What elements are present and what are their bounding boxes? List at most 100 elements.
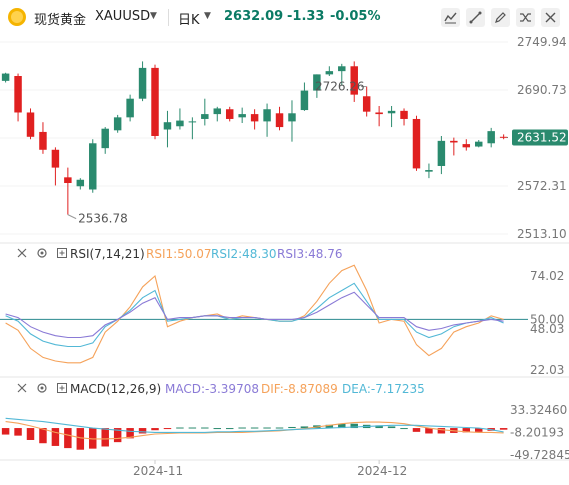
close-icon[interactable] bbox=[16, 247, 28, 259]
price-change-percent: -0.05% bbox=[330, 9, 381, 24]
candle-body bbox=[375, 112, 383, 115]
macd-histogram-bar bbox=[213, 428, 222, 430]
macd-histogram-bar bbox=[288, 426, 296, 429]
macd-histogram-bar bbox=[126, 428, 134, 439]
rsi-axis-tick-label: 50.00 bbox=[530, 312, 564, 326]
rsi3-value: RSI3:48.76 bbox=[277, 247, 343, 261]
rsi-header: RSI(7,14,21) RSI1:50.07 RSI2:48.30 RSI3:… bbox=[0, 247, 400, 263]
macd-histogram-bar bbox=[387, 426, 396, 429]
macd-histogram-bar bbox=[325, 424, 334, 429]
macd-histogram-bar bbox=[475, 428, 483, 432]
macd-axis-tick-label: -49.72845 bbox=[510, 448, 569, 462]
candle-body bbox=[325, 71, 334, 75]
macd-name: MACD(12,26,9) bbox=[70, 382, 162, 396]
candle-body bbox=[1, 73, 10, 81]
macd-histogram-bar bbox=[39, 428, 47, 444]
candle-body bbox=[475, 141, 483, 147]
high-annotation-label: 2726.26 bbox=[315, 80, 365, 94]
close-icon[interactable] bbox=[16, 382, 28, 394]
candle-body bbox=[188, 121, 197, 123]
x-axis-tick-label: 2024-12 bbox=[357, 464, 407, 478]
rsi-series-line-rsi3 bbox=[5, 291, 504, 339]
candle-body bbox=[499, 136, 508, 138]
macd-histogram-bar bbox=[338, 423, 346, 429]
close-icon bbox=[545, 12, 556, 23]
macd-histogram-bar bbox=[499, 428, 508, 430]
draw-icon bbox=[469, 11, 482, 24]
candle-body bbox=[300, 90, 309, 111]
candle-body bbox=[163, 122, 172, 130]
shuffle-icon bbox=[520, 13, 531, 22]
symbol-name[interactable]: 现货黄金 bbox=[34, 13, 87, 28]
symbol-dropdown-icon[interactable]: ▼ bbox=[150, 11, 157, 21]
macd-histogram-bar bbox=[151, 428, 159, 431]
macd-histogram-bar bbox=[300, 426, 309, 429]
rsi1-value: RSI1:50.07 bbox=[146, 247, 212, 261]
pen-button[interactable] bbox=[491, 8, 510, 27]
expand-icon[interactable] bbox=[56, 247, 68, 259]
candle-body bbox=[437, 140, 446, 166]
candle-body bbox=[176, 120, 184, 127]
macd-axis-tick-label: 33.32460 bbox=[510, 403, 567, 417]
rsi-series-line-rsi1 bbox=[5, 264, 504, 364]
close-button[interactable] bbox=[541, 8, 560, 27]
candle-body bbox=[126, 98, 134, 118]
macd-histogram-bar bbox=[26, 428, 35, 440]
period-dropdown-icon[interactable]: ▼ bbox=[204, 11, 211, 21]
candle-body bbox=[462, 144, 471, 148]
macd-histogram-bar bbox=[64, 428, 72, 449]
rsi-axis-tick-label: 48.03 bbox=[530, 322, 564, 336]
candle-body bbox=[64, 177, 72, 184]
macd-value: MACD:-3.39708 bbox=[165, 382, 259, 396]
rsi-axis-tick-label: 22.03 bbox=[530, 363, 564, 377]
gold-coin-icon bbox=[8, 8, 26, 26]
macd-histogram-bar bbox=[76, 428, 85, 450]
candle-body bbox=[387, 110, 396, 114]
expand-icon[interactable] bbox=[56, 382, 68, 394]
pen-icon bbox=[495, 12, 506, 23]
price-axis-tick-label: 2572.31 bbox=[517, 179, 567, 193]
dif-value: DIF:-8.87089 bbox=[261, 382, 338, 396]
candle-body bbox=[201, 114, 209, 119]
macd-histogram-bar bbox=[462, 428, 471, 433]
settings-icon[interactable] bbox=[36, 247, 48, 259]
candle-body bbox=[225, 109, 234, 119]
draw-button[interactable] bbox=[466, 8, 485, 27]
macd-histogram-bar bbox=[412, 428, 421, 432]
candle-body bbox=[89, 143, 97, 190]
macd-histogram-bar bbox=[14, 428, 22, 436]
candle-body bbox=[151, 67, 159, 136]
macd-series-line-dea bbox=[5, 417, 504, 433]
candle-body bbox=[338, 66, 346, 72]
settings-icon[interactable] bbox=[36, 382, 48, 394]
candle-body bbox=[400, 110, 408, 119]
period-selector[interactable]: 日K bbox=[178, 13, 200, 28]
shuffle-button[interactable] bbox=[516, 8, 535, 27]
rsi-axis-tick-label: 74.02 bbox=[530, 269, 564, 283]
symbol-code[interactable]: XAUUSD bbox=[95, 9, 151, 24]
macd-histogram-bar bbox=[1, 428, 10, 435]
macd-histogram-bar bbox=[350, 423, 358, 429]
price-axis-tick-label: 2513.10 bbox=[517, 227, 567, 241]
candle-body bbox=[101, 128, 109, 149]
indicator-button[interactable] bbox=[441, 8, 460, 27]
macd-histogram-bar bbox=[163, 428, 172, 430]
toolbar-divider bbox=[168, 9, 169, 26]
macd-histogram-bar bbox=[375, 425, 383, 429]
last-price-label: 2631.52 bbox=[517, 131, 567, 145]
macd-histogram-bar bbox=[437, 428, 446, 434]
low-annotation-label: 2536.78 bbox=[78, 212, 128, 226]
macd-axis-tick-label: -8.20193 bbox=[510, 426, 564, 440]
candle-body bbox=[487, 131, 495, 144]
candle-body bbox=[113, 117, 122, 131]
macd-histogram-bar bbox=[425, 428, 433, 434]
price-change: -1.33 bbox=[287, 9, 325, 24]
top-toolbar: 现货黄金 XAUUSD ▼ 日K ▼ 2632.09 -1.33 -0.05% bbox=[0, 0, 569, 34]
candle-body bbox=[213, 108, 222, 115]
rsi2-value: RSI2:48.30 bbox=[211, 247, 277, 261]
macd-histogram-bar bbox=[250, 427, 259, 429]
candle-body bbox=[362, 96, 371, 112]
candle-body bbox=[14, 75, 22, 113]
